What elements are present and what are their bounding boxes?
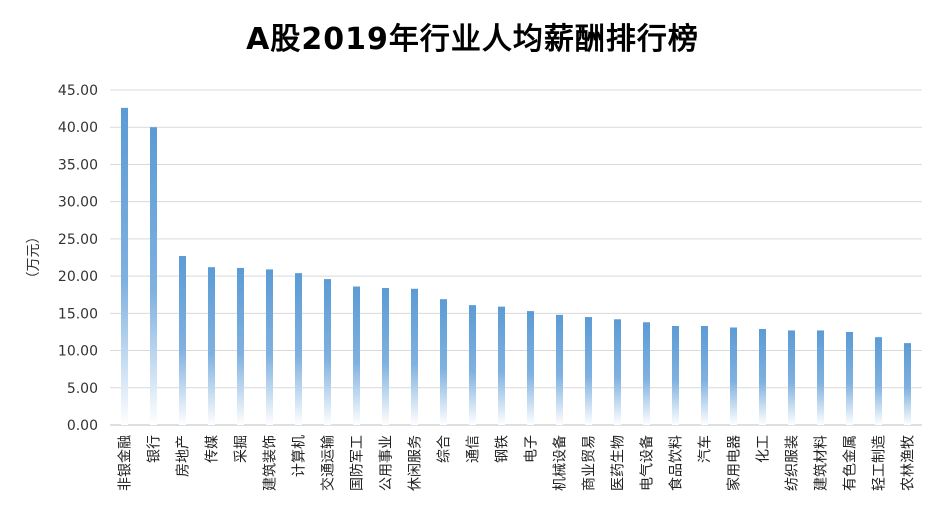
bar <box>846 331 853 425</box>
x-category-label: 银行 <box>147 435 163 463</box>
bar <box>643 322 650 425</box>
x-category-label: 非银金融 <box>118 435 134 491</box>
x-category-label: 公用事业 <box>379 435 395 491</box>
y-tick-label: 5.00 <box>67 381 98 397</box>
bar <box>875 337 882 425</box>
x-category-label: 机械设备 <box>552 435 569 491</box>
y-tick-label: 35.00 <box>58 157 98 173</box>
bar <box>411 288 418 425</box>
x-category-label: 汽车 <box>697 435 714 463</box>
x-category-label: 有色金属 <box>842 435 859 491</box>
x-category-label: 计算机 <box>292 435 308 477</box>
bar <box>266 269 273 425</box>
x-category-label: 房地产 <box>176 435 192 477</box>
bar <box>237 267 244 425</box>
x-category-label: 食品饮料 <box>668 435 685 491</box>
y-tick-label: 45.00 <box>58 83 98 99</box>
bar <box>788 330 795 425</box>
bar <box>121 107 128 425</box>
bar <box>469 305 476 425</box>
x-category-label: 商业贸易 <box>582 435 598 491</box>
y-tick-label: 15.00 <box>58 306 98 322</box>
x-category-label: 纺织服装 <box>785 435 801 491</box>
bar <box>672 325 679 425</box>
x-category-label: 国防军工 <box>350 435 366 491</box>
x-category-label: 轻工制造 <box>872 435 888 491</box>
y-tick-label: 40.00 <box>58 120 98 136</box>
bar <box>295 273 302 425</box>
x-category-label: 医药生物 <box>611 435 627 491</box>
x-category-label: 传媒 <box>205 435 221 463</box>
x-category-label: 化工 <box>756 435 772 463</box>
x-category-label: 建筑装饰 <box>263 435 279 491</box>
x-category-label: 电子 <box>524 435 540 463</box>
bar <box>208 267 215 425</box>
y-tick-label: 0.00 <box>67 418 98 434</box>
chart-title: A股2019年行业人均薪酬排行榜 <box>246 22 699 57</box>
bar <box>701 325 708 425</box>
y-tick-label: 20.00 <box>58 269 98 285</box>
x-category-label: 通信 <box>466 435 482 463</box>
bar <box>498 306 505 425</box>
y-axis-label: （万元） <box>26 230 42 286</box>
bar <box>904 343 911 425</box>
bar <box>730 327 737 425</box>
x-axis-categories: 非银金融 银行 房地产 传媒 采掘 建筑装饰 计算机 交通运输 国防军工 公用事业 休闲服务 综合 通信… <box>118 435 917 491</box>
bar <box>759 328 766 425</box>
bar <box>150 127 157 425</box>
x-category-label: 交通运输 <box>320 435 337 491</box>
y-tick-label: 10.00 <box>58 344 98 360</box>
bar <box>179 256 186 425</box>
x-category-label: 综合 <box>437 435 453 463</box>
bar <box>614 319 621 425</box>
y-axis-ticks: 0.00 5.00 10.00 15.00 20.00 25.00 30.00 35.00 40… <box>58 83 98 434</box>
x-category-label: 家用电器 <box>726 435 743 491</box>
x-category-label: 建筑材料 <box>814 435 830 491</box>
x-category-label: 休闲服务 <box>408 435 424 491</box>
bar <box>382 288 389 425</box>
gridlines <box>110 89 922 426</box>
y-tick-label: 30.00 <box>58 195 98 211</box>
x-category-label: 电气设备 <box>639 435 656 491</box>
bar <box>585 317 592 425</box>
y-tick-label: 25.00 <box>58 232 98 248</box>
bar <box>440 299 447 425</box>
bar <box>817 330 824 425</box>
x-category-label: 农林渔牧 <box>901 435 917 491</box>
bar <box>353 286 360 425</box>
bar <box>324 279 331 425</box>
bar <box>556 314 563 425</box>
bars <box>121 107 911 425</box>
bar <box>527 311 534 425</box>
x-category-label: 采掘 <box>234 435 250 463</box>
x-category-label: 钢铁 <box>495 435 511 463</box>
